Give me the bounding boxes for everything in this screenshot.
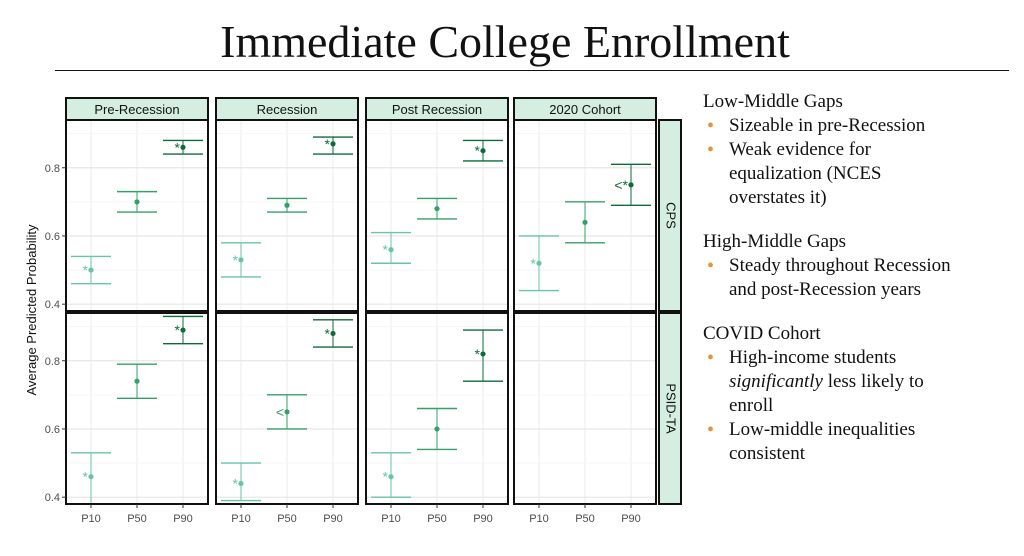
panel-border	[65, 119, 209, 312]
significance-marker: *	[175, 322, 181, 338]
panel-r2-c1	[66, 313, 208, 504]
notes-heading: Low-Middle Gaps	[703, 91, 843, 112]
data-point-p50	[134, 378, 140, 384]
data-point-p10	[388, 247, 394, 253]
x-tick-label: P10	[81, 513, 101, 525]
y-tick-label: 0.6	[45, 424, 60, 436]
x-tick-label: P90	[323, 513, 343, 525]
notes-bullet-list: Sizeable in pre-RecessionWeak evidence f…	[703, 114, 1023, 210]
significance-marker: *	[83, 469, 89, 485]
data-point-p10	[88, 474, 94, 480]
slide-title: Immediate College Enrollment	[220, 16, 790, 67]
x-tick-label: P90	[621, 513, 641, 525]
data-point-p90	[480, 351, 486, 357]
facet-strip-label-3: Post Recession	[392, 102, 482, 117]
data-point-p50	[434, 426, 440, 432]
y-tick-label: 0.6	[45, 231, 60, 243]
data-point-p50	[434, 206, 440, 212]
row-strip-label-2: PSID-TA	[664, 383, 679, 434]
notes-heading: COVID Cohort	[703, 323, 821, 344]
title-divider	[55, 70, 1009, 71]
data-point-p10	[238, 257, 244, 263]
row-strip-1	[658, 119, 682, 312]
panel-r2-c4	[514, 313, 656, 504]
significance-marker: *	[383, 469, 389, 485]
data-point-p90	[628, 182, 634, 188]
x-tick-label: P10	[529, 513, 549, 525]
data-point-p50	[582, 219, 588, 225]
x-tick-label: P50	[127, 513, 147, 525]
significance-marker: *	[175, 139, 181, 155]
data-point-p90	[180, 144, 186, 150]
x-tick-label: P10	[381, 513, 401, 525]
significance-marker: <*	[614, 177, 628, 193]
x-tick-label: P10	[231, 513, 251, 525]
data-point-p90	[330, 141, 336, 147]
data-point-p10	[536, 260, 542, 266]
significance-marker: *	[475, 346, 481, 362]
data-point-p50	[134, 199, 140, 205]
data-point-p10	[88, 267, 94, 273]
row-strip-label-1: CPS	[664, 202, 679, 229]
significance-marker: *	[83, 262, 89, 278]
significance-marker: *	[325, 136, 331, 152]
significance-marker: *	[531, 255, 537, 271]
emphasis-text: significantly	[729, 371, 823, 392]
significance-marker: <	[276, 404, 284, 420]
data-point-p10	[238, 480, 244, 487]
x-tick-label: P90	[473, 513, 493, 525]
x-tick-label: P90	[173, 513, 193, 525]
y-tick-label: 0.8	[45, 163, 60, 175]
faceted-chart: Pre-Recession Recession Post Recession 2020…	[24, 97, 682, 525]
significance-marker: *	[383, 242, 389, 258]
data-point-p90	[480, 148, 486, 154]
data-point-p50	[284, 409, 290, 415]
significance-marker: *	[475, 143, 481, 159]
y-axis-label: Average Predicted Probability	[24, 224, 39, 396]
significance-marker: *	[325, 325, 331, 341]
x-tick-label: P50	[427, 513, 447, 525]
panel-border	[513, 119, 657, 312]
facet-strip-label-1: Pre-Recession	[94, 102, 179, 117]
y-tick-label: 0.4	[45, 299, 60, 311]
significance-marker: *	[233, 252, 239, 268]
notes-heading: High-Middle Gaps	[703, 231, 847, 252]
notes-panel: Low-Middle GapsSizeable in pre-Recession…	[703, 90, 1023, 486]
notes-bullet: Sizeable in pre-Recession	[703, 114, 1023, 138]
significance-marker: *	[233, 476, 239, 492]
data-point-p10	[388, 474, 394, 480]
y-tick-label: 0.4	[45, 492, 60, 504]
y-tick-label: 0.8	[45, 356, 60, 368]
x-tick-label: P50	[277, 513, 297, 525]
panel-border	[365, 119, 509, 312]
data-point-p50	[284, 202, 290, 208]
panel-border	[215, 119, 359, 312]
facet-strip-label-4: 2020 Cohort	[549, 102, 621, 117]
panel-r1-c1	[66, 120, 208, 311]
row-strip-2	[658, 312, 682, 505]
data-point-p90	[330, 330, 336, 337]
data-point-p90	[180, 327, 186, 333]
x-tick-label: P50	[575, 513, 595, 525]
facet-strip-label-2: Recession	[257, 102, 318, 117]
panel-r1-c2	[216, 120, 358, 311]
